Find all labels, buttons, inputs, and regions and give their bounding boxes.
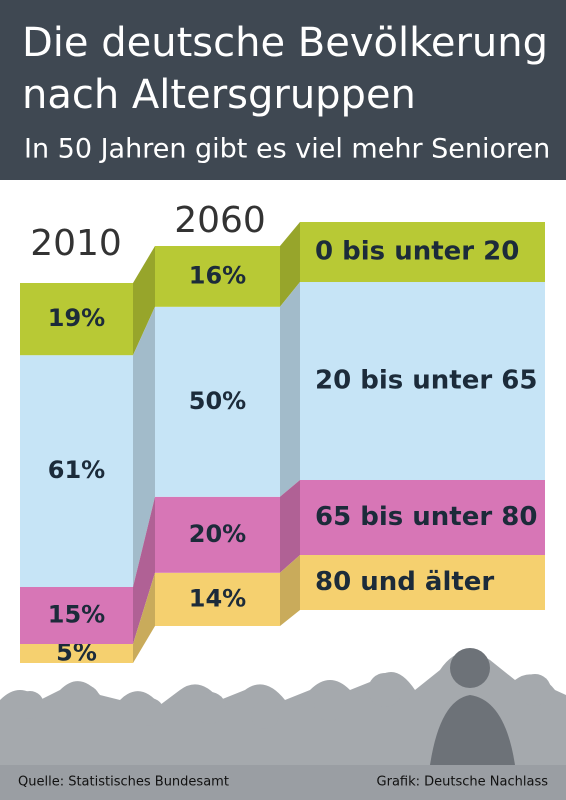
bar-segment	[20, 283, 133, 356]
legend-label: 0 bis unter 20	[315, 237, 519, 267]
connector	[280, 222, 300, 307]
title-line: Die deutsche Bevölkerung	[22, 20, 548, 66]
header	[0, 0, 566, 180]
value-label: 19%	[48, 304, 105, 332]
value-label: 15%	[48, 601, 105, 629]
x-tick-label: 2060	[174, 200, 266, 241]
x-tick-label: 2010	[30, 223, 122, 264]
title-line: nach Altersgruppen	[22, 72, 416, 118]
connector	[280, 282, 300, 497]
legend-swatch	[300, 282, 545, 480]
source: Quelle: Statistisches Bundesamt	[18, 775, 229, 790]
value-label: 14%	[189, 584, 246, 612]
value-label: 16%	[189, 261, 246, 289]
bar-segment	[155, 572, 280, 626]
connector	[133, 496, 155, 644]
bar-segment	[20, 355, 133, 587]
connector	[280, 555, 300, 626]
legend-swatch	[300, 555, 545, 610]
value-label: 61%	[48, 456, 105, 484]
legend-label: 20 bis unter 65	[315, 366, 537, 396]
bar-segment	[20, 587, 133, 644]
connector	[133, 246, 155, 356]
connector	[280, 480, 300, 573]
crowd-silhouettes	[0, 648, 566, 765]
connector	[133, 306, 155, 587]
value-label: 50%	[189, 387, 246, 415]
subtitle: In 50 Jahren gibt es viel mehr Senioren	[24, 134, 550, 165]
legend-label: 80 und älter	[315, 567, 494, 597]
bar-segment	[155, 246, 280, 307]
bar-segment	[155, 496, 280, 573]
footer	[0, 765, 566, 800]
legend-swatch	[300, 222, 545, 282]
bar-segment	[155, 306, 280, 497]
value-label: 20%	[189, 520, 246, 548]
connector	[133, 572, 155, 663]
credit: Grafik: Deutsche Nachlass	[377, 775, 549, 790]
legend-label: 65 bis unter 80	[315, 502, 537, 532]
bar-segment	[20, 644, 133, 663]
legend-swatch	[300, 480, 545, 555]
